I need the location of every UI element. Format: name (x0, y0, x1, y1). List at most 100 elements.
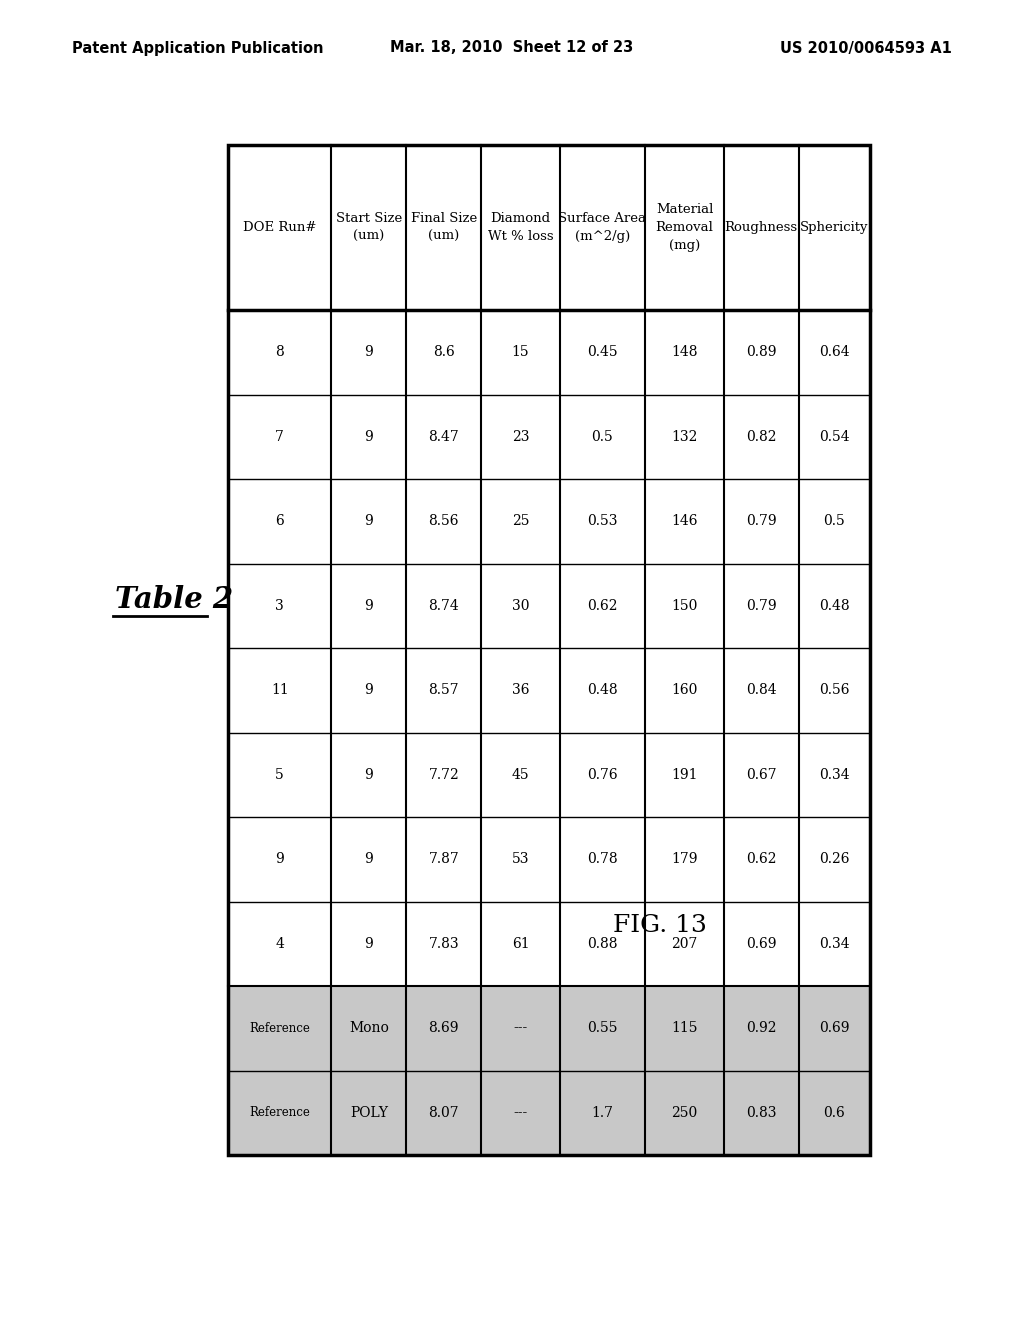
Text: 0.55: 0.55 (587, 1022, 617, 1035)
Text: 0.56: 0.56 (819, 684, 850, 697)
Text: 9: 9 (365, 346, 374, 359)
Text: 8.56: 8.56 (428, 515, 459, 528)
Text: 0.76: 0.76 (587, 768, 617, 781)
Text: 9: 9 (365, 684, 374, 697)
Text: 0.69: 0.69 (819, 1022, 850, 1035)
Text: 7: 7 (275, 430, 284, 444)
Text: Start Size
(um): Start Size (um) (336, 213, 402, 243)
Text: 5: 5 (275, 768, 284, 781)
Text: Final Size
(um): Final Size (um) (411, 213, 477, 243)
Text: 9: 9 (365, 937, 374, 950)
Text: 146: 146 (672, 515, 697, 528)
Text: 8.07: 8.07 (428, 1106, 459, 1119)
Text: FIG. 13: FIG. 13 (613, 913, 707, 936)
Text: Patent Application Publication: Patent Application Publication (72, 41, 324, 55)
Text: 150: 150 (672, 599, 697, 612)
Text: 3: 3 (275, 599, 284, 612)
Text: 8.47: 8.47 (428, 430, 459, 444)
Text: 8: 8 (275, 346, 284, 359)
Text: 23: 23 (512, 430, 529, 444)
Text: 0.62: 0.62 (587, 599, 617, 612)
Text: 0.64: 0.64 (819, 346, 850, 359)
Text: 9: 9 (365, 599, 374, 612)
Bar (228, 648, 870, 733)
Bar (228, 145, 870, 310)
Text: 11: 11 (270, 684, 289, 697)
Text: ---: --- (513, 1106, 527, 1119)
Text: Diamond
Wt % loss: Diamond Wt % loss (487, 213, 553, 243)
Text: 115: 115 (672, 1022, 697, 1035)
Text: Table 2: Table 2 (115, 586, 233, 615)
Text: 8.57: 8.57 (428, 684, 459, 697)
Text: 148: 148 (672, 346, 697, 359)
Text: Mar. 18, 2010  Sheet 12 of 23: Mar. 18, 2010 Sheet 12 of 23 (390, 41, 634, 55)
Text: 0.79: 0.79 (745, 599, 776, 612)
Text: DOE Run#: DOE Run# (243, 220, 316, 234)
Text: 0.48: 0.48 (587, 684, 617, 697)
Text: 0.54: 0.54 (819, 430, 850, 444)
Text: 0.88: 0.88 (587, 937, 617, 950)
Bar (228, 986, 870, 1071)
Text: 0.82: 0.82 (745, 430, 776, 444)
Text: ---: --- (513, 1022, 527, 1035)
Bar (228, 733, 870, 817)
Text: 179: 179 (672, 853, 697, 866)
Bar (228, 479, 870, 564)
Text: Sphericity: Sphericity (800, 220, 868, 234)
Text: Mono: Mono (349, 1022, 389, 1035)
Text: 8.74: 8.74 (428, 599, 459, 612)
Text: 53: 53 (512, 853, 529, 866)
Text: 0.45: 0.45 (587, 346, 617, 359)
Text: 207: 207 (672, 937, 697, 950)
Text: 0.5: 0.5 (823, 515, 845, 528)
Text: 160: 160 (672, 684, 697, 697)
Text: 45: 45 (512, 768, 529, 781)
Text: 9: 9 (365, 768, 374, 781)
Bar (228, 395, 870, 479)
Text: 0.5: 0.5 (592, 430, 613, 444)
Text: 0.34: 0.34 (819, 937, 850, 950)
Text: 15: 15 (512, 346, 529, 359)
Text: 8.69: 8.69 (428, 1022, 459, 1035)
Text: 30: 30 (512, 599, 529, 612)
Text: 132: 132 (672, 430, 697, 444)
Text: 1.7: 1.7 (592, 1106, 613, 1119)
Text: 0.83: 0.83 (745, 1106, 776, 1119)
Text: 7.72: 7.72 (428, 768, 459, 781)
Text: 0.89: 0.89 (745, 346, 776, 359)
Text: 0.92: 0.92 (745, 1022, 776, 1035)
Text: Surface Area
(m^2/g): Surface Area (m^2/g) (558, 213, 646, 243)
Text: 8.6: 8.6 (433, 346, 455, 359)
Text: Reference: Reference (249, 1106, 310, 1119)
Text: 36: 36 (512, 684, 529, 697)
Text: 0.62: 0.62 (745, 853, 776, 866)
Bar (228, 902, 870, 986)
Text: 0.79: 0.79 (745, 515, 776, 528)
Text: 61: 61 (512, 937, 529, 950)
Bar (228, 817, 870, 902)
Text: POLY: POLY (350, 1106, 388, 1119)
Text: 250: 250 (672, 1106, 697, 1119)
Text: 25: 25 (512, 515, 529, 528)
Text: 0.48: 0.48 (819, 599, 850, 612)
Text: 7.83: 7.83 (428, 937, 459, 950)
Text: Material
Removal
(mg): Material Removal (mg) (655, 203, 714, 252)
Text: 0.78: 0.78 (587, 853, 617, 866)
Text: 7.87: 7.87 (428, 853, 459, 866)
Text: Roughness: Roughness (725, 220, 798, 234)
Text: 0.34: 0.34 (819, 768, 850, 781)
Bar (228, 145, 870, 1155)
Text: 191: 191 (672, 768, 697, 781)
Text: 9: 9 (365, 853, 374, 866)
Text: 9: 9 (365, 515, 374, 528)
Text: 6: 6 (275, 515, 284, 528)
Text: 0.84: 0.84 (745, 684, 776, 697)
Bar (228, 564, 870, 648)
Text: 9: 9 (275, 853, 284, 866)
Text: 0.53: 0.53 (587, 515, 617, 528)
Text: Reference: Reference (249, 1022, 310, 1035)
Text: 0.6: 0.6 (823, 1106, 845, 1119)
Bar (228, 310, 870, 395)
Text: 4: 4 (275, 937, 284, 950)
Text: US 2010/0064593 A1: US 2010/0064593 A1 (780, 41, 952, 55)
